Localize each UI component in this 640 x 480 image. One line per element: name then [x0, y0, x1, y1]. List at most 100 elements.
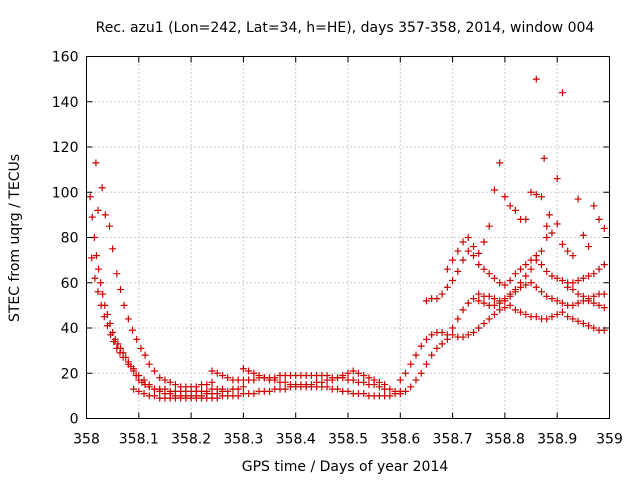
data-point-plus [124, 360, 132, 368]
data-point-plus [543, 292, 551, 300]
data-point-plus [574, 317, 582, 325]
data-point-plus [140, 376, 148, 384]
data-point-plus [116, 349, 124, 357]
data-point-plus [438, 340, 446, 348]
data-point-plus [595, 215, 603, 223]
data-point-plus [517, 279, 525, 287]
y-tick-label: 20 [61, 366, 79, 382]
data-point-plus [443, 283, 451, 291]
data-point-plus [381, 381, 389, 389]
data-point-plus [116, 286, 124, 294]
data-point-plus [250, 390, 258, 398]
data-point-plus [208, 378, 216, 386]
data-points [86, 75, 608, 402]
data-point-plus [511, 288, 519, 296]
x-tick-label: 358.5 [328, 432, 368, 448]
y-tick-label: 120 [52, 140, 79, 156]
data-point-plus [506, 301, 514, 309]
data-point-plus [107, 331, 115, 339]
data-point-plus [281, 385, 289, 393]
data-point-plus [579, 274, 587, 282]
data-point-plus [569, 301, 577, 309]
data-point-plus [130, 385, 138, 393]
data-point-plus [354, 369, 362, 377]
data-point-plus [433, 344, 441, 352]
data-point-plus [412, 351, 420, 359]
data-point-plus [349, 376, 357, 384]
data-point-plus [574, 290, 582, 298]
data-point-plus [459, 256, 467, 264]
data-point-plus [532, 256, 540, 264]
data-point-plus [470, 243, 478, 251]
data-point-plus [91, 274, 99, 282]
data-point-plus [585, 322, 593, 330]
x-tick-label: 358.3 [223, 432, 263, 448]
data-point-plus [496, 279, 504, 287]
data-point-plus [130, 365, 138, 373]
data-point-plus [522, 261, 530, 269]
data-point-plus [109, 245, 117, 253]
data-point-plus [595, 301, 603, 309]
x-tick-label: 358.8 [485, 432, 525, 448]
data-point-plus [590, 299, 598, 307]
data-point-plus [396, 387, 404, 395]
data-point-plus [141, 351, 149, 359]
data-point-plus [569, 279, 577, 287]
data-point-plus [485, 222, 493, 230]
data-point-plus [470, 329, 478, 337]
data-point-plus [522, 310, 530, 318]
data-point-plus [485, 315, 493, 323]
data-point-plus [511, 306, 519, 314]
data-point-plus [370, 376, 378, 384]
data-point-plus [569, 286, 577, 294]
data-point-plus [496, 297, 504, 305]
data-point-plus [145, 360, 153, 368]
data-point-plus [443, 265, 451, 273]
data-point-plus [522, 215, 530, 223]
data-point-plus [532, 75, 540, 83]
data-point-plus [334, 385, 342, 393]
data-point-plus [428, 351, 436, 359]
data-point-plus [94, 288, 102, 296]
data-point-plus [218, 372, 226, 380]
data-point-plus [475, 261, 483, 269]
data-point-plus [365, 374, 373, 382]
data-point-plus [120, 301, 128, 309]
y-tick-label: 80 [61, 231, 79, 247]
x-tick-label: 359 [596, 432, 623, 448]
data-point-plus [459, 306, 467, 314]
x-tick-label: 358.1 [119, 432, 159, 448]
data-point-plus [375, 378, 383, 386]
data-point-plus [579, 292, 587, 300]
data-point-plus [470, 252, 478, 260]
data-point-plus [490, 301, 498, 309]
data-point-plus [224, 374, 232, 382]
x-tick-label: 358.4 [276, 432, 316, 448]
data-point-plus [250, 369, 258, 377]
data-point-plus [360, 372, 368, 380]
data-point-plus [255, 372, 263, 380]
chart-title: Rec. azu1 (Lon=242, Lat=34, h=HE), days … [96, 20, 595, 36]
data-point-plus [464, 247, 472, 255]
data-point-plus [480, 292, 488, 300]
data-point-plus [538, 193, 546, 201]
data-point-plus [574, 195, 582, 203]
data-point-plus [339, 372, 347, 380]
data-point-plus [360, 390, 368, 398]
data-point-plus [137, 344, 145, 352]
data-point-plus [545, 211, 553, 219]
data-point-plus [95, 265, 103, 273]
data-point-plus [490, 274, 498, 282]
data-point-plus [97, 301, 105, 309]
data-point-plus [590, 292, 598, 300]
data-point-plus [234, 392, 242, 400]
data-point-plus [145, 381, 153, 389]
data-point-plus [156, 387, 164, 395]
data-point-plus [590, 324, 598, 332]
x-tick-label: 358.7 [433, 432, 473, 448]
data-point-plus [412, 376, 420, 384]
data-point-plus [501, 304, 509, 312]
data-point-plus [558, 89, 566, 97]
data-point-plus [129, 326, 137, 334]
data-point-plus [386, 392, 394, 400]
